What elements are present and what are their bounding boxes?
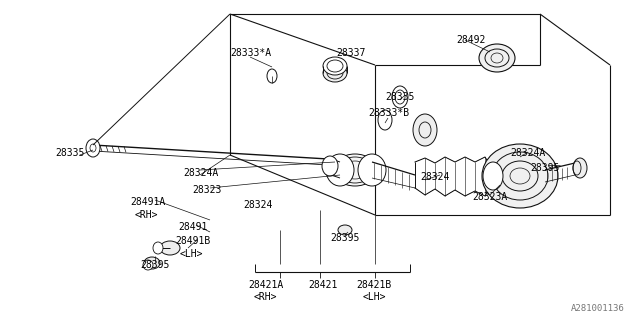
Ellipse shape: [333, 154, 377, 186]
Text: 28395: 28395: [330, 233, 360, 243]
Text: 28335: 28335: [55, 148, 84, 158]
Text: 28492: 28492: [456, 35, 485, 45]
Ellipse shape: [144, 257, 160, 269]
Ellipse shape: [479, 44, 515, 72]
Text: 28491: 28491: [178, 222, 207, 232]
Text: 28333*B: 28333*B: [368, 108, 409, 118]
Ellipse shape: [573, 158, 587, 178]
Text: 28324A: 28324A: [510, 148, 545, 158]
Ellipse shape: [322, 156, 338, 176]
Text: 28323A: 28323A: [472, 192, 508, 202]
Ellipse shape: [392, 86, 408, 108]
Ellipse shape: [267, 69, 277, 83]
Text: 28395: 28395: [530, 163, 559, 173]
Text: 28395: 28395: [140, 260, 170, 270]
Ellipse shape: [483, 162, 503, 190]
Text: 28324: 28324: [243, 200, 273, 210]
Text: <LH>: <LH>: [363, 292, 387, 302]
Text: <RH>: <RH>: [135, 210, 159, 220]
Ellipse shape: [338, 225, 352, 235]
Ellipse shape: [323, 57, 347, 75]
Ellipse shape: [358, 154, 386, 186]
Ellipse shape: [160, 241, 180, 255]
Text: 28421A: 28421A: [248, 280, 284, 290]
Text: 28491B: 28491B: [175, 236, 211, 246]
Ellipse shape: [86, 139, 100, 157]
Text: 28421B: 28421B: [356, 280, 391, 290]
Ellipse shape: [153, 242, 163, 254]
Ellipse shape: [326, 154, 354, 186]
Text: A281001136: A281001136: [572, 304, 625, 313]
Ellipse shape: [378, 110, 392, 130]
Ellipse shape: [413, 114, 437, 146]
Text: <LH>: <LH>: [180, 249, 204, 259]
Text: 28323: 28323: [192, 185, 221, 195]
Text: 28421: 28421: [308, 280, 337, 290]
Ellipse shape: [143, 260, 153, 270]
Ellipse shape: [482, 144, 558, 208]
Text: 28333*A: 28333*A: [230, 48, 271, 58]
Ellipse shape: [323, 64, 347, 82]
Text: 28324: 28324: [420, 172, 449, 182]
Text: 28337: 28337: [336, 48, 365, 58]
Text: 28324A: 28324A: [183, 168, 218, 178]
Text: 28491A: 28491A: [130, 197, 165, 207]
Text: 28335: 28335: [385, 92, 414, 102]
Text: <RH>: <RH>: [254, 292, 278, 302]
